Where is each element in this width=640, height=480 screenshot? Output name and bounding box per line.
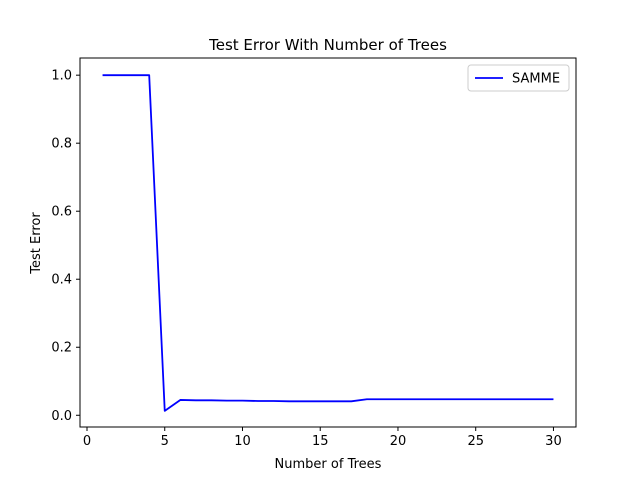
x-tick-label: 5 [161,434,169,449]
y-tick-label: 0.0 [51,409,72,424]
axes-frame [79,57,577,428]
x-tick-label: 10 [234,434,251,449]
series-line-samme [102,74,554,412]
x-tick-label: 0 [83,434,91,449]
legend-label-samme: SAMME [512,72,560,87]
plot-area: 0 5 10 15 20 25 30 0.0 0.2 0.4 0.6 0.8 1.0 [51,57,577,449]
y-tick-label: 1.0 [51,69,72,84]
y-tick-label: 0.6 [51,205,72,220]
y-tick-label: 0.4 [51,273,72,288]
chart-title: Test Error With Number of Trees [208,36,447,54]
y-tick-label: 0.8 [51,137,72,152]
y-axis-label: Test Error [29,212,44,275]
x-tick-label: 25 [467,434,484,449]
legend: SAMME [467,64,570,92]
legend-box [467,64,570,92]
x-axis-label: Number of Trees [275,457,382,472]
x-tick-label: 15 [312,434,329,449]
x-tick-label: 30 [545,434,562,449]
x-tick-label: 20 [390,434,407,449]
y-tick-label: 0.2 [51,341,72,356]
